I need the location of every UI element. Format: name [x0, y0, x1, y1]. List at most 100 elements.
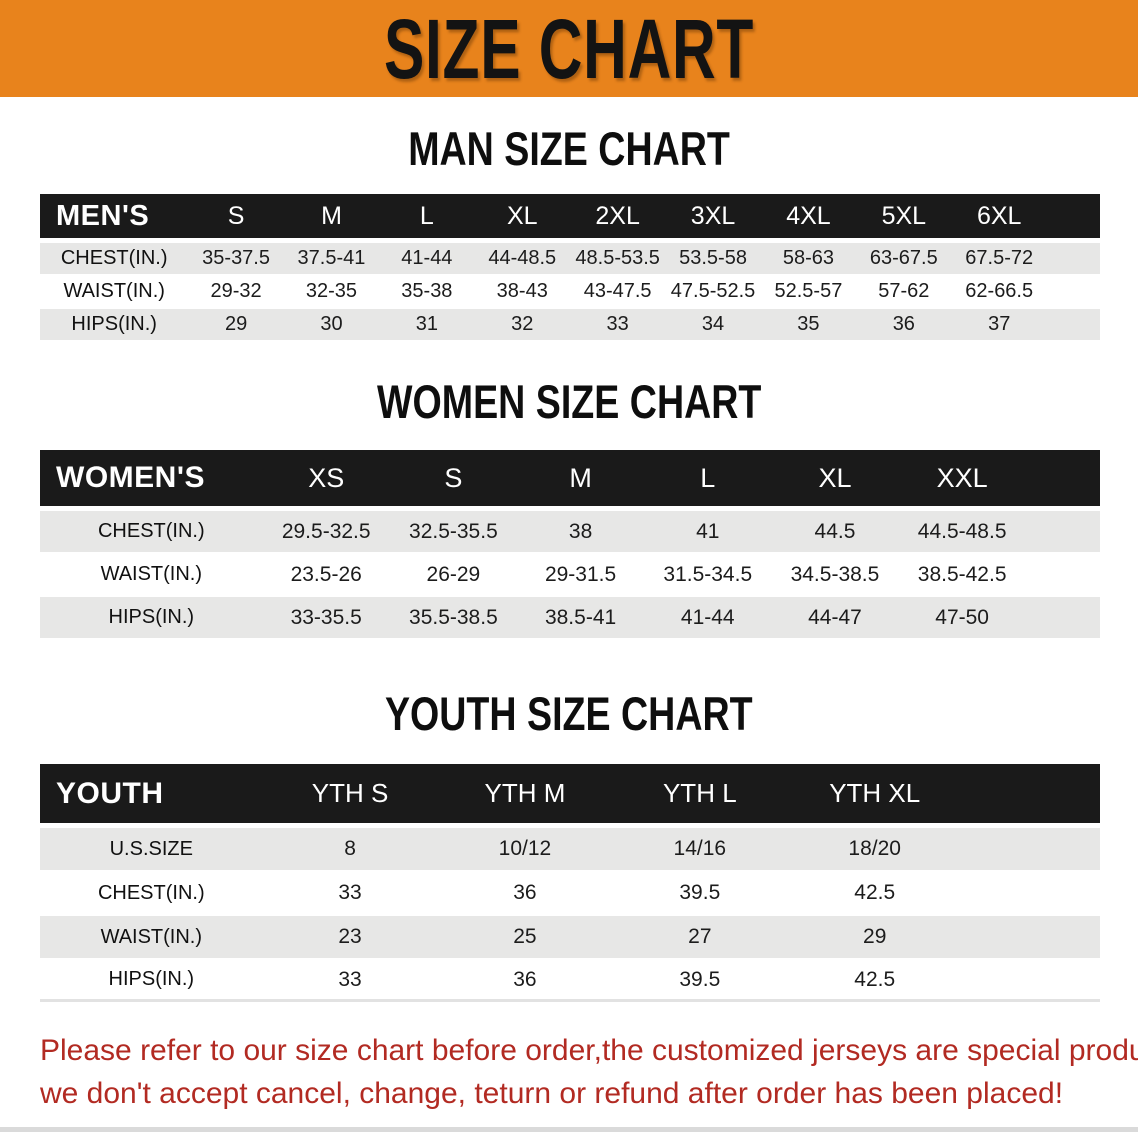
women-size-column-5: XL: [771, 450, 899, 509]
men-section-title: MAN SIZE CHART: [0, 97, 1138, 172]
women-section-title: WOMEN SIZE CHART: [0, 340, 1138, 425]
men-size-cell: 57-62: [856, 274, 952, 307]
men-size-column-9: 6XL: [951, 194, 1047, 241]
women-size-cell: 34.5-38.5: [771, 552, 899, 595]
women-size-cell: 41-44: [644, 595, 772, 638]
women-size-cell: 35.5-38.5: [389, 595, 517, 638]
youth-table-row: HIPS(IN.) 33 36 39.5 42.5: [40, 958, 1100, 1002]
youth-row-filler: [962, 958, 1100, 1002]
bottom-strip: [0, 1127, 1138, 1132]
youth-size-cell: 36: [437, 870, 613, 914]
men-header-filler: [1046, 194, 1100, 241]
women-size-cell: 33-35.5: [262, 595, 390, 638]
men-size-column-7: 4XL: [760, 194, 857, 241]
men-header-label: MEN'S: [40, 194, 189, 241]
women-header-label: WOMEN'S: [40, 450, 263, 509]
men-size-cell: 67.5-72: [951, 241, 1047, 274]
youth-table-row: CHEST(IN.) 33 36 39.5 42.5: [40, 870, 1100, 914]
women-size-cell: 29-31.5: [516, 552, 645, 595]
men-header-row: MEN'S S M L XL 2XL 3XL 4XL 5XL 6XL: [40, 194, 1100, 241]
men-size-cell: 37: [951, 307, 1047, 340]
women-table-row: CHEST(IN.) 29.5-32.5 32.5-35.5 38 41 44.5 44.5…: [40, 509, 1100, 552]
youth-size-cell: 18/20: [787, 826, 963, 870]
youth-header-filler: [962, 764, 1100, 826]
youth-header-label: YOUTH: [40, 764, 263, 826]
women-size-column-4: L: [644, 450, 772, 509]
women-size-cell: 44.5-48.5: [898, 509, 1026, 552]
youth-size-cell: 33: [262, 958, 438, 1002]
youth-size-cell: 25: [437, 914, 613, 958]
women-header-filler: [1025, 450, 1100, 509]
men-size-cell: 48.5-53.5: [569, 241, 666, 274]
youth-size-cell: 36: [437, 958, 613, 1002]
women-table-body: CHEST(IN.) 29.5-32.5 32.5-35.5 38 41 44.5 44.5…: [40, 509, 1100, 638]
youth-size-cell: 29: [787, 914, 963, 958]
women-row-label: HIPS(IN.): [40, 595, 263, 638]
men-size-column-5: 2XL: [569, 194, 666, 241]
youth-size-table: YOUTH YTH S YTH M YTH L YTH XL U.S.SIZE 8 10/12…: [40, 764, 1100, 1002]
youth-size-column-2: YTH M: [437, 764, 613, 826]
men-size-cell: 35-38: [379, 274, 475, 307]
men-table-head: MEN'S S M L XL 2XL 3XL 4XL 5XL 6XL: [40, 194, 1100, 241]
women-size-table: WOMEN'S XS S M L XL XXL CHEST(IN.) 29.5-32.5 32.5…: [40, 450, 1100, 638]
men-row-filler: [1046, 307, 1100, 340]
women-size-cell: 31.5-34.5: [644, 552, 772, 595]
men-table-row: CHEST(IN.) 35-37.5 37.5-41 41-44 44-48.5 48.5…: [40, 241, 1100, 274]
men-size-cell: 47.5-52.5: [665, 274, 761, 307]
women-size-cell: 47-50: [898, 595, 1026, 638]
footer-line-2: we don't accept cancel, change, teturn o…: [40, 1077, 1064, 1110]
youth-row-label: WAIST(IN.): [40, 914, 263, 958]
women-size-column-2: S: [389, 450, 517, 509]
banner: SIZE CHART: [0, 0, 1138, 97]
men-size-cell: 43-47.5: [569, 274, 666, 307]
men-size-cell: 29: [188, 307, 284, 340]
youth-size-column-3: YTH L: [612, 764, 788, 826]
men-size-column-1: S: [188, 194, 284, 241]
men-table-row: HIPS(IN.) 29 30 31 32 33 34 35 36 37: [40, 307, 1100, 340]
men-table-row: WAIST(IN.) 29-32 32-35 35-38 38-43 43-47.5 47.…: [40, 274, 1100, 307]
youth-size-column-4: YTH XL: [787, 764, 963, 826]
women-row-filler: [1025, 595, 1100, 638]
women-row-label: CHEST(IN.): [40, 509, 263, 552]
women-size-column-1: XS: [262, 450, 390, 509]
women-header-row: WOMEN'S XS S M L XL XXL: [40, 450, 1100, 509]
men-size-table: MEN'S S M L XL 2XL 3XL 4XL 5XL 6XL CHEST(IN.) 35-37…: [40, 194, 1100, 340]
youth-header-row: YOUTH YTH S YTH M YTH L YTH XL: [40, 764, 1100, 826]
youth-size-cell: 33: [262, 870, 438, 914]
women-size-cell: 38.5-42.5: [898, 552, 1026, 595]
women-section: WOMEN SIZE CHART WOMEN'S XS S M L XL XXL CHEST(I…: [0, 340, 1138, 638]
footer-note: Please refer to our size chart before or…: [0, 1029, 1138, 1115]
women-size-cell: 38.5-41: [516, 595, 645, 638]
youth-size-cell: 14/16: [612, 826, 788, 870]
men-size-column-3: L: [379, 194, 475, 241]
youth-table-row: WAIST(IN.) 23 25 27 29: [40, 914, 1100, 958]
youth-size-cell: 10/12: [437, 826, 613, 870]
youth-section-title-text: YOUTH SIZE CHART: [385, 687, 753, 740]
women-size-cell: 41: [644, 509, 772, 552]
men-size-cell: 62-66.5: [951, 274, 1047, 307]
men-size-cell: 58-63: [760, 241, 857, 274]
men-section-title-text: MAN SIZE CHART: [408, 122, 730, 175]
women-size-cell: 32.5-35.5: [389, 509, 517, 552]
youth-row-label: HIPS(IN.): [40, 958, 263, 1002]
youth-section-title: YOUTH SIZE CHART: [0, 638, 1138, 737]
men-size-cell: 32: [474, 307, 570, 340]
men-row-label: HIPS(IN.): [40, 307, 189, 340]
women-table-row: WAIST(IN.) 23.5-26 26-29 29-31.5 31.5-34.5 34…: [40, 552, 1100, 595]
men-size-column-2: M: [283, 194, 380, 241]
men-row-label: WAIST(IN.): [40, 274, 189, 307]
women-size-column-3: M: [516, 450, 645, 509]
youth-row-filler: [962, 914, 1100, 958]
youth-table-head: YOUTH YTH S YTH M YTH L YTH XL: [40, 764, 1100, 826]
men-section: MAN SIZE CHART MEN'S S M L XL 2XL 3XL 4XL 5XL 6XL C…: [0, 97, 1138, 340]
banner-title: SIZE CHART: [383, 1, 755, 96]
men-size-cell: 35-37.5: [188, 241, 284, 274]
men-size-cell: 31: [379, 307, 475, 340]
men-size-cell: 33: [569, 307, 666, 340]
men-size-cell: 35: [760, 307, 857, 340]
men-size-cell: 63-67.5: [856, 241, 952, 274]
youth-row-label: CHEST(IN.): [40, 870, 263, 914]
women-size-column-6: XXL: [898, 450, 1026, 509]
youth-table-row: U.S.SIZE 8 10/12 14/16 18/20: [40, 826, 1100, 870]
men-size-cell: 37.5-41: [283, 241, 380, 274]
